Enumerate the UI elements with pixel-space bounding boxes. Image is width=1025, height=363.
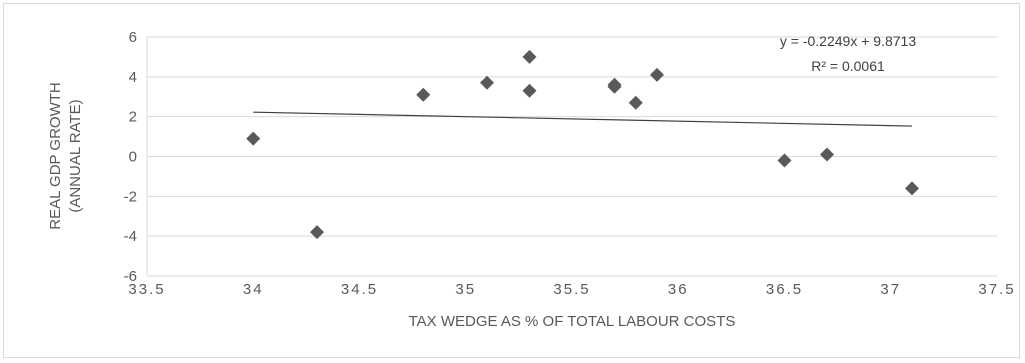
x-tick-label: 36	[668, 281, 689, 298]
data-point	[522, 49, 537, 64]
data-point	[480, 75, 494, 90]
x-tick-label: 37	[880, 281, 901, 298]
x-tick-label: 34	[243, 281, 264, 298]
data-point	[607, 79, 622, 94]
trendline-r2: R² = 0.0061	[811, 58, 885, 74]
x-axis-title: TAX WEDGE AS % OF TOTAL LABOUR COSTS	[409, 313, 736, 330]
data-point	[777, 153, 792, 168]
x-tick-label: 34.5	[341, 281, 378, 298]
y-tick-label: 2	[129, 109, 137, 126]
data-point	[522, 83, 537, 98]
y-axis-title-line-1: REAL GDP GROWTH	[47, 82, 64, 230]
data-point	[628, 95, 643, 110]
data-point	[650, 67, 664, 82]
x-tick-labels: 33.5 34 34.5 35 35.5 36 36.5 37 37.5	[128, 281, 1015, 298]
data-point	[416, 87, 431, 102]
y-tick-label: -4	[124, 228, 137, 245]
y-tick-label: 4	[129, 69, 137, 86]
y-tick-label: 6	[129, 29, 137, 46]
data-point	[820, 147, 834, 162]
x-tick-label: 36.5	[766, 281, 803, 298]
x-tick-label: 37.5	[978, 281, 1015, 298]
y-axis-title: REAL GDP GROWTH (ANNUAL RATE)	[47, 82, 84, 230]
y-tick-labels: 6 4 2 0 -2 -4 -6	[124, 29, 137, 285]
x-tick-label: 33.5	[128, 281, 165, 298]
y-tick-label: -2	[124, 188, 137, 205]
data-point	[905, 181, 919, 196]
y-axis-title-line-2: (ANNUAL RATE)	[67, 99, 84, 212]
x-tick-label: 35	[455, 281, 476, 298]
data-points	[246, 49, 919, 240]
chart-frame	[3, 3, 1020, 358]
data-point	[310, 225, 324, 240]
x-tick-label: 35.5	[553, 281, 590, 298]
gridlines	[146, 36, 997, 277]
data-point	[246, 131, 261, 146]
y-tick-label: -6	[124, 268, 137, 285]
trendline-equation: y = -0.2249x + 9.8713	[780, 33, 916, 49]
trendline	[253, 111, 913, 127]
y-tick-label: 0	[129, 149, 137, 166]
